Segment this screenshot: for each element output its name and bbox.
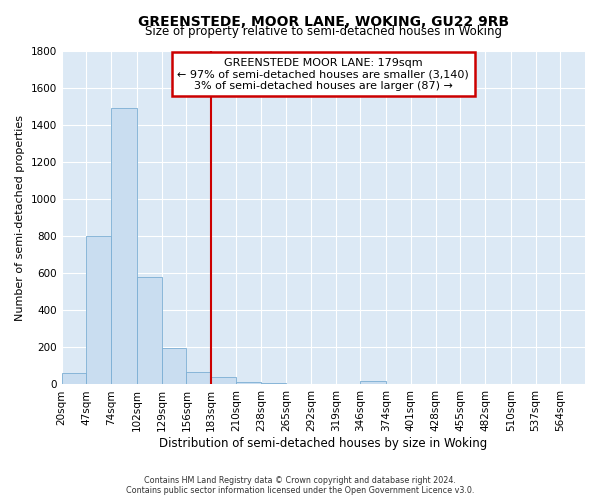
Bar: [62, 374, 86, 384]
Y-axis label: Number of semi-detached properties: Number of semi-detached properties: [15, 114, 25, 320]
Bar: [161, 348, 187, 384]
Bar: [262, 382, 286, 384]
Bar: [361, 381, 386, 384]
Text: Size of property relative to semi-detached houses in Woking: Size of property relative to semi-detach…: [145, 24, 502, 38]
Bar: [187, 372, 211, 384]
X-axis label: Distribution of semi-detached houses by size in Woking: Distribution of semi-detached houses by …: [159, 437, 487, 450]
Bar: [111, 108, 137, 384]
Bar: [236, 382, 262, 384]
Text: GREENSTEDE MOOR LANE: 179sqm
← 97% of semi-detached houses are smaller (3,140)
3: GREENSTEDE MOOR LANE: 179sqm ← 97% of se…: [178, 58, 469, 91]
Title: GREENSTEDE, MOOR LANE, WOKING, GU22 9RB: GREENSTEDE, MOOR LANE, WOKING, GU22 9RB: [138, 15, 509, 29]
Bar: [137, 277, 161, 384]
Text: Contains HM Land Registry data © Crown copyright and database right 2024.
Contai: Contains HM Land Registry data © Crown c…: [126, 476, 474, 495]
Bar: [211, 377, 236, 384]
Bar: [86, 236, 111, 384]
